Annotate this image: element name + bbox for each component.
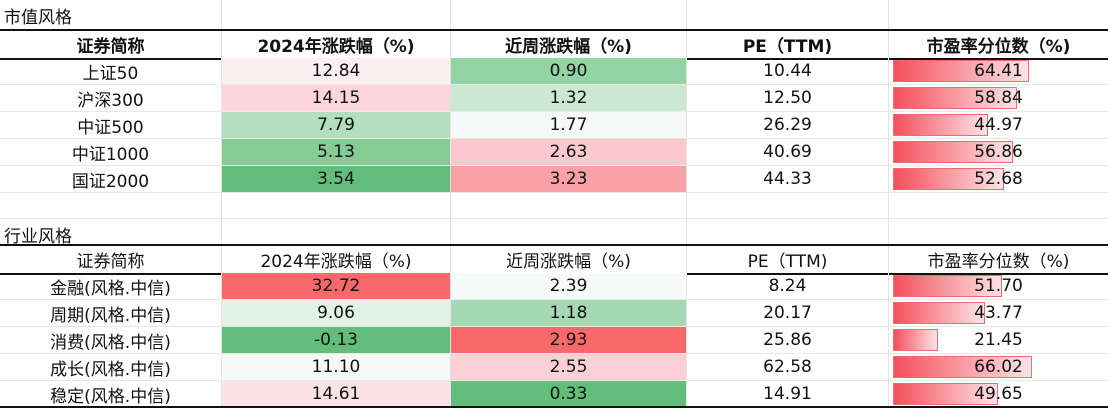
security-name: 稳定(风格.中信) bbox=[0, 381, 222, 408]
pe-ttm: 14.91 bbox=[687, 381, 889, 408]
percentile-bar bbox=[893, 168, 1004, 190]
week-change: 2.39 bbox=[451, 273, 687, 300]
percentile-bar bbox=[893, 329, 938, 351]
ytd-change: 32.72 bbox=[222, 273, 451, 300]
percentile-value: 49.65 bbox=[974, 384, 1023, 404]
percentile-value: 44.97 bbox=[974, 115, 1023, 135]
ytd-change: 14.15 bbox=[222, 85, 451, 112]
percentile-value: 66.02 bbox=[974, 357, 1023, 377]
pe-ttm: 8.24 bbox=[687, 273, 889, 300]
title-row bbox=[0, 219, 1108, 244]
ytd-change: 14.61 bbox=[222, 381, 451, 408]
percentile-bar bbox=[893, 87, 1017, 109]
percentile-bar bbox=[893, 383, 998, 405]
ytd-change: 3.54 bbox=[222, 166, 451, 193]
ytd-change: -0.13 bbox=[222, 327, 451, 354]
percentile-bar bbox=[893, 114, 988, 136]
percentile-value: 56.86 bbox=[974, 142, 1023, 162]
pe-percentile: 58.84 bbox=[889, 85, 1108, 112]
pe-percentile: 43.77 bbox=[889, 300, 1108, 327]
header-name: 证券简称 bbox=[0, 31, 222, 60]
pe-percentile: 49.65 bbox=[889, 381, 1108, 408]
percentile-bar bbox=[893, 356, 1032, 378]
table-row: 沪深300 14.15 1.32 12.50 58.84 bbox=[0, 85, 1108, 112]
percentile-bar bbox=[893, 302, 985, 324]
security-name: 中证500 bbox=[0, 112, 222, 139]
security-name: 沪深300 bbox=[0, 85, 222, 112]
header-ytd: 2024年涨跌幅（%) bbox=[222, 246, 451, 275]
pe-percentile: 52.68 bbox=[889, 166, 1108, 193]
ytd-change: 5.13 bbox=[222, 139, 451, 166]
week-change: 2.55 bbox=[451, 354, 687, 381]
header-pe-percentile: 市盈率分位数（%) bbox=[889, 246, 1108, 275]
security-name: 金融(风格.中信) bbox=[0, 273, 222, 300]
table-row: 上证50 12.84 0.90 10.44 64.41 bbox=[0, 58, 1108, 85]
ytd-change: 12.84 bbox=[222, 58, 451, 85]
pe-ttm: 10.44 bbox=[687, 58, 889, 85]
table-header-row: 证券简称 2024年涨跌幅（%) 近周涨跌幅（%) PE（TTM) 市盈率分位数… bbox=[0, 29, 1108, 60]
table-row: 国证2000 3.54 3.23 44.33 52.68 bbox=[0, 166, 1108, 193]
week-change: 1.77 bbox=[451, 112, 687, 139]
pe-percentile: 56.86 bbox=[889, 139, 1108, 166]
pe-ttm: 26.29 bbox=[687, 112, 889, 139]
security-name: 消费(风格.中信) bbox=[0, 327, 222, 354]
pe-ttm: 62.58 bbox=[687, 354, 889, 381]
header-pe: PE（TTM) bbox=[687, 246, 889, 275]
pe-ttm: 25.86 bbox=[687, 327, 889, 354]
percentile-value: 52.68 bbox=[974, 169, 1023, 189]
percentile-value: 21.45 bbox=[974, 330, 1023, 350]
section-title-industry: 行业风格 bbox=[4, 227, 72, 247]
title-row bbox=[0, 0, 1108, 30]
pe-percentile: 64.41 bbox=[889, 58, 1108, 85]
pe-ttm: 20.17 bbox=[687, 300, 889, 327]
header-week: 近周涨跌幅（%) bbox=[451, 31, 687, 60]
week-change: 0.90 bbox=[451, 58, 687, 85]
header-pe: PE（TTM) bbox=[687, 31, 889, 60]
table-row: 金融(风格.中信) 32.72 2.39 8.24 51.70 bbox=[0, 273, 1108, 300]
week-change: 1.18 bbox=[451, 300, 687, 327]
security-name: 成长(风格.中信) bbox=[0, 354, 222, 381]
pe-percentile: 66.02 bbox=[889, 354, 1108, 381]
table-header-row: 证券简称 2024年涨跌幅（%) 近周涨跌幅（%) PE（TTM) 市盈率分位数… bbox=[0, 244, 1108, 275]
ytd-change: 7.79 bbox=[222, 112, 451, 139]
security-name: 上证50 bbox=[0, 58, 222, 85]
week-change: 2.63 bbox=[451, 139, 687, 166]
pe-percentile: 51.70 bbox=[889, 273, 1108, 300]
spacer-row bbox=[0, 193, 1108, 219]
section-title-market-cap: 市值风格 bbox=[4, 8, 72, 28]
bottom-rule bbox=[0, 406, 1108, 408]
table-row: 周期(风格.中信) 9.06 1.18 20.17 43.77 bbox=[0, 300, 1108, 327]
header-name: 证券简称 bbox=[0, 246, 222, 275]
percentile-bar bbox=[893, 275, 1002, 297]
header-week: 近周涨跌幅（%) bbox=[451, 246, 687, 275]
week-change: 1.32 bbox=[451, 85, 687, 112]
header-pe-percentile: 市盈率分位数（%) bbox=[889, 31, 1108, 60]
table-row: 稳定(风格.中信) 14.61 0.33 14.91 49.65 bbox=[0, 381, 1108, 408]
security-name: 周期(风格.中信) bbox=[0, 300, 222, 327]
pe-ttm: 44.33 bbox=[687, 166, 889, 193]
ytd-change: 9.06 bbox=[222, 300, 451, 327]
table-row: 消费(风格.中信) -0.13 2.93 25.86 21.45 bbox=[0, 327, 1108, 354]
week-change: 2.93 bbox=[451, 327, 687, 354]
percentile-value: 51.70 bbox=[974, 276, 1023, 296]
week-change: 3.23 bbox=[451, 166, 687, 193]
percentile-bar bbox=[893, 141, 1013, 163]
percentile-value: 58.84 bbox=[974, 88, 1023, 108]
percentile-bar bbox=[893, 60, 1029, 82]
percentile-value: 43.77 bbox=[974, 303, 1023, 323]
pe-ttm: 40.69 bbox=[687, 139, 889, 166]
ytd-change: 11.10 bbox=[222, 354, 451, 381]
pe-ttm: 12.50 bbox=[687, 85, 889, 112]
security-name: 国证2000 bbox=[0, 166, 222, 193]
table-row: 成长(风格.中信) 11.10 2.55 62.58 66.02 bbox=[0, 354, 1108, 381]
pe-percentile: 44.97 bbox=[889, 112, 1108, 139]
pe-percentile: 21.45 bbox=[889, 327, 1108, 354]
table-row: 中证1000 5.13 2.63 40.69 56.86 bbox=[0, 139, 1108, 166]
header-ytd: 2024年涨跌幅（%) bbox=[222, 31, 451, 60]
security-name: 中证1000 bbox=[0, 139, 222, 166]
table-row: 中证500 7.79 1.77 26.29 44.97 bbox=[0, 112, 1108, 139]
percentile-value: 64.41 bbox=[974, 61, 1023, 81]
week-change: 0.33 bbox=[451, 381, 687, 408]
